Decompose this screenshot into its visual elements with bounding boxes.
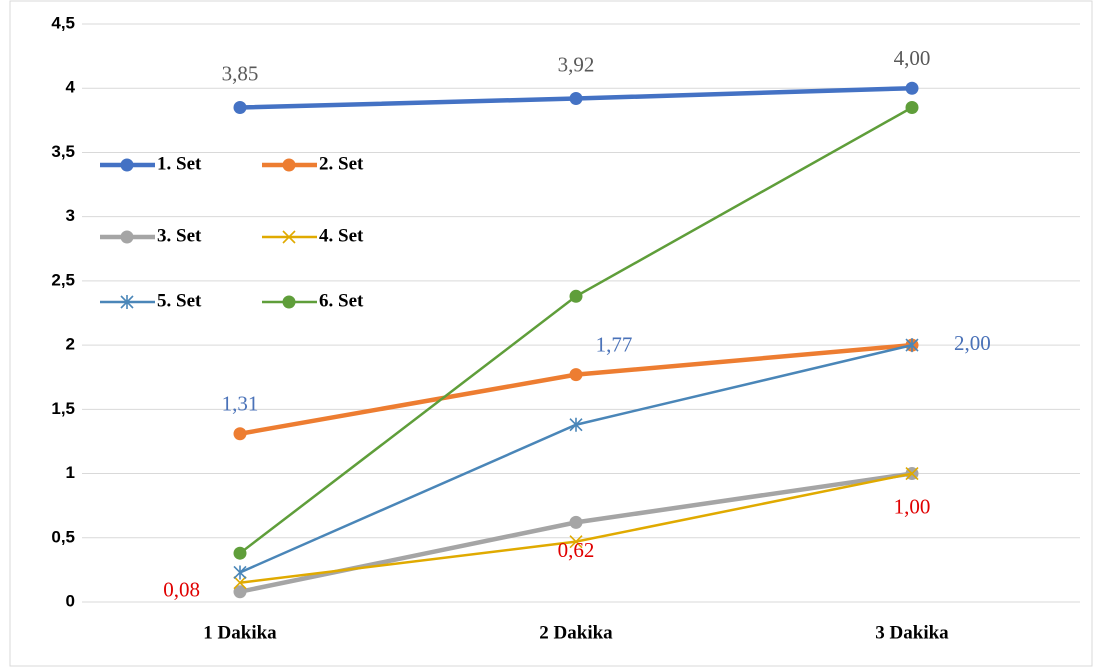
marker [569,91,583,105]
marker [569,368,583,382]
marker [905,100,919,114]
legend-marker [120,295,134,309]
data-label: 1,31 [222,392,259,416]
x-tick-label: 3 Dakika [875,622,949,643]
data-label: 2,00 [954,331,991,355]
legend-marker [120,230,134,244]
marker [905,466,919,481]
legend-label: 2. Set [319,153,364,174]
y-tick-label: 4 [66,78,76,97]
y-tick-label: 1 [66,463,75,482]
marker [905,81,919,95]
y-tick-label: 3 [66,206,75,225]
data-label: 1,77 [596,332,633,356]
legend-label: 4. Set [319,225,364,246]
marker [233,427,247,441]
marker [233,546,247,560]
marker [569,289,583,303]
legend-label: 6. Set [319,290,364,311]
marker [569,417,583,432]
series [233,100,919,560]
data-label: 4,00 [894,46,931,70]
y-tick-label: 0,5 [51,527,75,546]
marker [569,535,583,549]
marker [233,585,247,599]
marker [569,515,583,529]
legend-marker [282,295,296,309]
series [233,338,919,580]
legend-label: 5. Set [157,290,202,311]
legend-marker [282,158,296,172]
data-label: 3,92 [558,52,595,76]
legend-marker [282,230,296,244]
y-tick-label: 2 [66,335,75,354]
y-tick-label: 0 [66,591,75,610]
legend-marker [120,158,134,172]
y-tick-label: 4,5 [51,13,75,32]
legend-label: 1. Set [157,153,202,174]
y-tick-label: 2,5 [51,270,75,289]
series [233,466,919,590]
marker [233,576,247,590]
data-label: 0,62 [558,538,595,562]
data-label: 0,08 [163,578,200,602]
series [233,81,919,114]
y-tick-label: 3,5 [51,142,75,161]
marker [233,565,247,580]
y-tick-label: 1,5 [51,399,75,418]
data-label: 3,85 [222,61,259,85]
marker [905,338,919,353]
x-tick-label: 2 Dakika [539,622,613,643]
marker [233,100,247,114]
x-tick-label: 1 Dakika [203,622,277,643]
data-label: 1,00 [894,494,931,518]
legend-label: 3. Set [157,225,202,246]
